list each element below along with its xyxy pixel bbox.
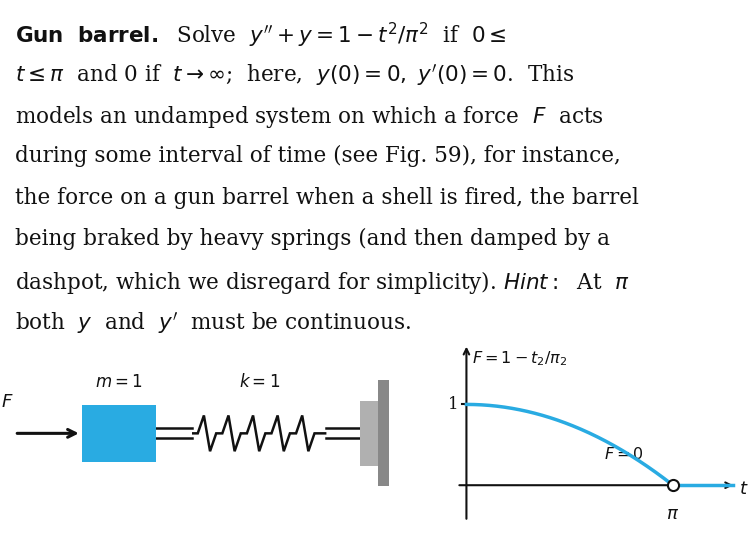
Text: the force on a gun barrel when a shell is fired, the barrel: the force on a gun barrel when a shell i… [15, 187, 639, 209]
Text: $\mathbf{Gun\ \ barrel.}$  Solve  $y'' + y = 1 - t^2/\pi^2$  if  $0 \leq$: $\mathbf{Gun\ \ barrel.}$ Solve $y'' + y… [15, 21, 507, 50]
Text: $F = 1 - t_2/\pi_2$: $F = 1 - t_2/\pi_2$ [472, 349, 567, 368]
Text: dashpot, which we disregard for simplicity). $\mathit{Hint:}$  At  $\pi$: dashpot, which we disregard for simplici… [15, 270, 629, 296]
Bar [360, 401, 378, 466]
Text: $F = 0$: $F = 0$ [604, 446, 644, 463]
Bar [378, 380, 388, 486]
Text: $\pi$: $\pi$ [667, 506, 680, 523]
Text: being braked by heavy springs (and then damped by a: being braked by heavy springs (and then … [15, 228, 610, 250]
Text: models an undamped system on which a force  $F$  acts: models an undamped system on which a for… [15, 104, 604, 129]
Text: during some interval of time (see Fig. 59), for instance,: during some interval of time (see Fig. 5… [15, 145, 621, 167]
Text: both  $y$  and  $y'$  must be continuous.: both $y$ and $y'$ must be continuous. [15, 311, 411, 337]
Text: 1: 1 [448, 396, 458, 413]
Text: $m = 1$: $m = 1$ [95, 373, 142, 391]
Text: $t \leq \pi$  and 0 if  $t \rightarrow \infty$;  here,  $y(0) = 0,\ y'(0) = 0$. : $t \leq \pi$ and 0 if $t \rightarrow \in… [15, 62, 574, 88]
Text: $F$: $F$ [1, 393, 13, 411]
Text: $k = 1$: $k = 1$ [238, 373, 280, 391]
Bar [82, 405, 156, 462]
Text: $t$: $t$ [740, 480, 748, 498]
